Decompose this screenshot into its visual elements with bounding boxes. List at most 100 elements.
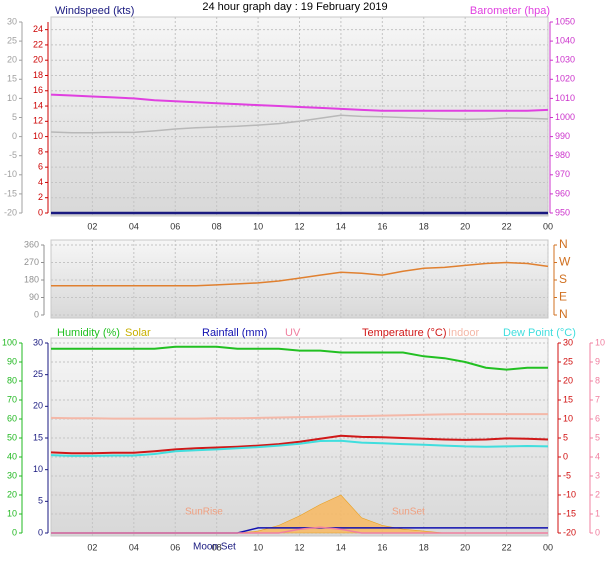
x-tick-label: 18	[419, 542, 429, 552]
y-tick-label: 990	[555, 131, 570, 141]
y-tick-label: -5	[9, 150, 17, 160]
annotation: SunSet	[392, 507, 425, 518]
legend-label: Windspeed (kts)	[55, 5, 134, 17]
y-tick-label: 12	[33, 116, 43, 126]
y-tick-label: 30	[33, 337, 43, 347]
y-tick-label: 0	[595, 527, 600, 537]
y-tick-label: 14	[33, 100, 43, 110]
y-tick-label: 0	[38, 207, 43, 217]
y-tick-label: 100	[2, 337, 17, 347]
series-line	[51, 345, 548, 371]
y-tick-label: 20	[7, 55, 17, 65]
x-tick-label: 20	[460, 221, 470, 231]
legend-label: UV	[285, 327, 301, 339]
y-tick-label: 180	[24, 274, 39, 284]
x-tick-label: 22	[502, 542, 512, 552]
series-line	[50, 434, 549, 455]
y-tick-label: 40	[7, 451, 17, 461]
y-tick-label: 2	[595, 489, 600, 499]
y-tick-label: -15	[4, 188, 17, 198]
y-tick-label: 30	[563, 337, 573, 347]
y-tick-label: 6	[595, 413, 600, 423]
y-tick-label: 20	[563, 375, 573, 385]
y-tick-label: 10	[7, 93, 17, 103]
y-tick-label: 0	[563, 451, 568, 461]
y-tick-label: 10	[33, 131, 43, 141]
series-line	[50, 114, 549, 134]
y-tick-label: 270	[24, 257, 39, 267]
y-tick-label: 25	[33, 369, 43, 379]
y-tick-label: 1	[595, 508, 600, 518]
y-tick-label: 20	[33, 55, 43, 65]
series-line	[51, 261, 549, 287]
y-tick-label: 0	[12, 131, 17, 141]
y-tick-label: 2	[38, 192, 43, 202]
chart-title: 24 hour graph day : 19 February 2019	[202, 1, 387, 13]
x-tick-label: 10	[253, 542, 263, 552]
x-tick-label: 14	[336, 221, 346, 231]
y-tick-label: 24	[33, 24, 43, 34]
y-tick-label: 1040	[555, 35, 575, 45]
y-tick-label: 1000	[555, 112, 575, 122]
x-tick-label: 20	[460, 542, 470, 552]
y-tick-label: 0	[38, 527, 43, 537]
y-tick-label: 10	[33, 464, 43, 474]
y-tick-label: 90	[7, 356, 17, 366]
legend-label: Barometer (hpa)	[470, 5, 550, 17]
y-tick-label: 960	[555, 188, 570, 198]
y-tick-label: -15	[563, 508, 576, 518]
y-tick-label: 5	[12, 112, 17, 122]
legend-label: Rainfall (mm)	[202, 327, 267, 339]
series-line	[50, 413, 548, 420]
x-tick-label: 08	[212, 221, 222, 231]
y-tick-label: 20	[7, 489, 17, 499]
y-tick-label: 70	[7, 394, 17, 404]
y-tick-label: 4	[595, 451, 600, 461]
y-tick-label: 25	[563, 356, 573, 366]
y-tick-label: 4	[38, 177, 43, 187]
legend-label: Humidity (%)	[57, 327, 120, 339]
series-line	[50, 439, 549, 457]
x-tick-label: 04	[129, 542, 139, 552]
legend-label: Dew Point (°C)	[503, 327, 576, 339]
y-tick-label: 30	[7, 470, 17, 480]
annotation: SunRise	[185, 507, 223, 518]
y-tick-label: -20	[563, 527, 576, 537]
series-line	[51, 526, 548, 534]
y-tick-label: 15	[563, 394, 573, 404]
y-tick-label: 20	[33, 401, 43, 411]
y-tick-label: 50	[7, 432, 17, 442]
y-tick-label: 1020	[555, 74, 575, 84]
y-tick-label: 15	[33, 432, 43, 442]
x-tick-label: 12	[294, 221, 304, 231]
y-tick-label: W	[559, 255, 571, 269]
y-tick-label: S	[559, 272, 567, 286]
y-tick-label: 0	[34, 309, 39, 319]
x-tick-label: 14	[336, 542, 346, 552]
y-tick-label: 8	[595, 375, 600, 385]
y-tick-label: 10	[563, 413, 573, 423]
y-tick-label: 950	[555, 207, 570, 217]
y-tick-label: 80	[7, 375, 17, 385]
y-tick-label: 60	[7, 413, 17, 423]
x-tick-label: 10	[253, 221, 263, 231]
y-tick-label: 1010	[555, 93, 575, 103]
y-tick-label: E	[559, 290, 567, 304]
legend-label: Solar	[125, 327, 151, 339]
y-tick-label: 980	[555, 150, 570, 160]
plot-area	[50, 239, 549, 319]
y-tick-label: -5	[563, 470, 571, 480]
x-tick-label: 22	[502, 221, 512, 231]
y-tick-label: 3	[595, 470, 600, 480]
x-tick-label: 08	[212, 542, 222, 552]
x-tick-label: 04	[129, 221, 139, 231]
y-tick-label: 15	[7, 74, 17, 84]
x-tick-label: 02	[87, 221, 97, 231]
y-tick-label: 6	[38, 162, 43, 172]
y-tick-label: 1050	[555, 16, 575, 26]
y-tick-label: 970	[555, 169, 570, 179]
y-tick-label: 25	[7, 35, 17, 45]
legend-label: Indoor	[448, 327, 480, 339]
annotation: Moon Set	[193, 542, 236, 553]
y-tick-label: 5	[563, 432, 568, 442]
